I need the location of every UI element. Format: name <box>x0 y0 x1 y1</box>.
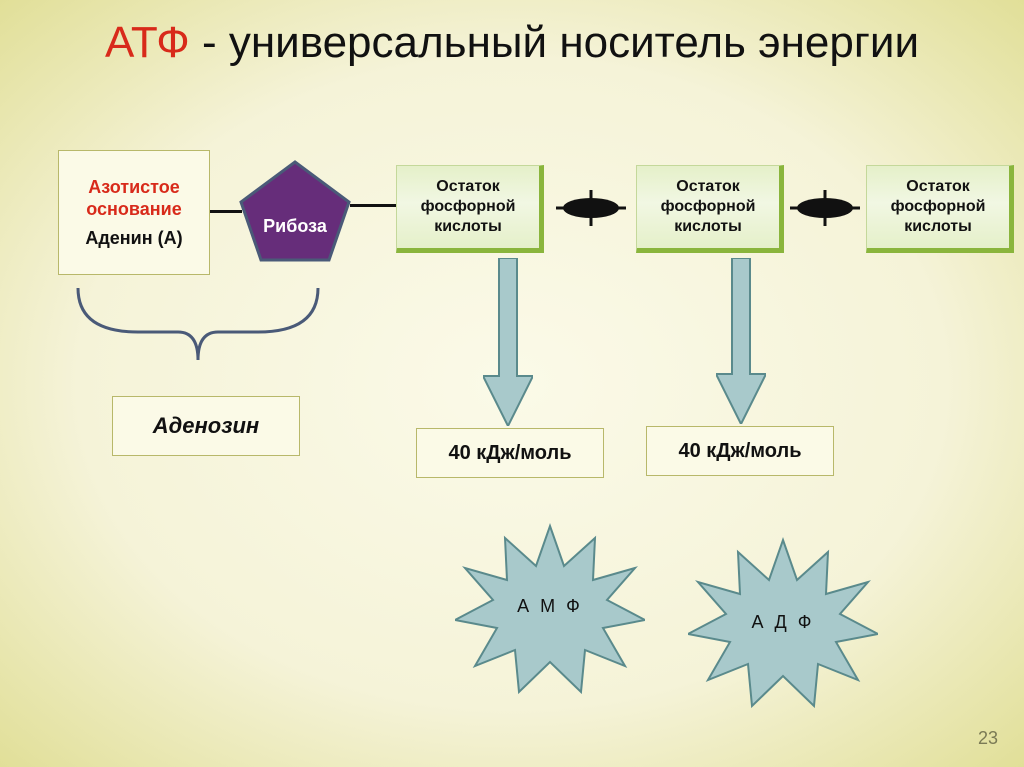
adenosine-brace <box>68 282 328 372</box>
energy-box-2: 40 кДж/моль <box>646 426 834 476</box>
phos1-l3: кислоты <box>434 217 502 237</box>
phosphate-box-1: Остаток фосфорной кислоты <box>396 165 544 253</box>
ribose-label: Рибоза <box>235 216 355 237</box>
page-title: АТФ - универсальный носитель энергии <box>0 18 1024 68</box>
connector-ribose-phos1 <box>350 204 396 207</box>
phos3-l3: кислоты <box>904 217 972 237</box>
adenine-box: Азотистое основание Аденин (А) <box>58 150 210 275</box>
phosphate-box-2: Остаток фосфорной кислоты <box>636 165 784 253</box>
phos3-l1: Остаток <box>906 177 969 197</box>
title-rest: - универсальный носитель энергии <box>190 18 919 67</box>
energy1-label: 40 кДж/моль <box>448 441 571 466</box>
page-number: 23 <box>978 728 998 749</box>
title-atp: АТФ <box>105 18 190 67</box>
adenine-line2: основание <box>86 198 181 221</box>
energy2-label: 40 кДж/моль <box>678 439 801 464</box>
phos2-l1: Остаток <box>676 177 739 197</box>
phos2-l2: фосфорной <box>661 197 756 217</box>
arrow-down-1 <box>483 258 533 426</box>
star-adp-label: А Д Ф <box>688 612 878 633</box>
ribose-pentagon <box>235 156 355 266</box>
adenine-line1: Азотистое <box>88 176 180 199</box>
phos1-l2: фосфорной <box>421 197 516 217</box>
phos1-l1: Остаток <box>436 177 499 197</box>
energy-box-1: 40 кДж/моль <box>416 428 604 478</box>
adenosine-label: Аденозин <box>153 412 259 440</box>
phos2-l3: кислоты <box>674 217 742 237</box>
phos3-l2: фосфорной <box>891 197 986 217</box>
phosphate-box-3: Остаток фосфорной кислоты <box>866 165 1014 253</box>
arrow-down-2 <box>716 258 766 424</box>
adenosine-box: Аденозин <box>112 396 300 456</box>
star-amp-label: А М Ф <box>455 596 645 617</box>
high-energy-bond-1 <box>556 190 626 226</box>
adenine-line3: Аденин (А) <box>85 227 182 250</box>
high-energy-bond-2 <box>790 190 860 226</box>
